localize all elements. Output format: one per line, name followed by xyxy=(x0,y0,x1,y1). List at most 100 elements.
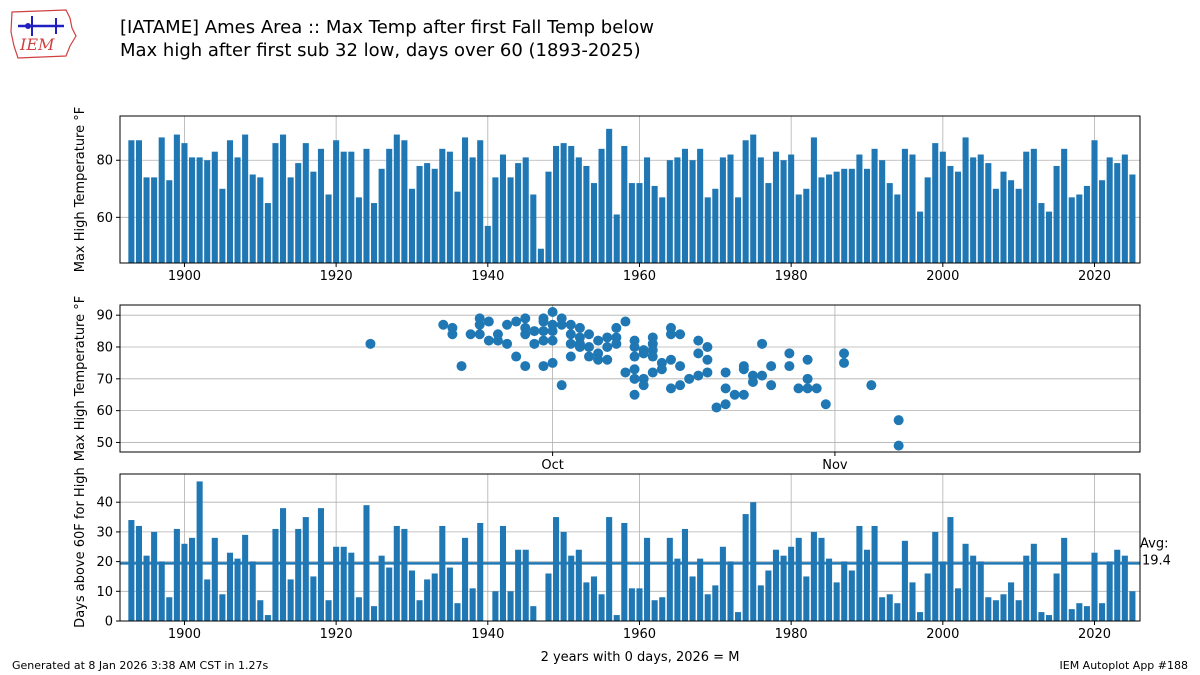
max-high-bar xyxy=(795,194,802,263)
days-above-bar xyxy=(492,591,499,621)
max-high-bar xyxy=(719,157,726,263)
max-high-bar xyxy=(1076,194,1083,263)
max-high-bar xyxy=(378,168,385,263)
date-scatter-x-tick-label: Nov xyxy=(822,458,848,473)
max-high-bar xyxy=(735,197,742,263)
days-above-bar xyxy=(1053,573,1060,621)
max-high-bar xyxy=(727,154,734,263)
date-scatter-point xyxy=(529,326,540,337)
days-above-bar xyxy=(553,517,560,621)
max-high-bar xyxy=(1083,185,1090,263)
days-above-bar xyxy=(128,520,135,621)
days-above-frame xyxy=(119,473,1141,622)
days-above-bar xyxy=(462,537,469,621)
max-high-bar xyxy=(492,177,499,263)
days-above-bar xyxy=(1008,582,1015,621)
days-above-bar xyxy=(742,514,749,621)
days-above-bar xyxy=(530,606,537,621)
date-scatter-point xyxy=(547,357,558,368)
days-above-bar xyxy=(735,612,742,621)
date-scatter-point xyxy=(720,367,731,378)
max-high-bar xyxy=(788,154,795,263)
max-high-bar xyxy=(151,177,158,263)
days-above-bar xyxy=(1114,549,1121,621)
date-scatter-point xyxy=(729,389,740,400)
date-scatter-point xyxy=(629,364,640,375)
max-high-bar xyxy=(325,194,332,263)
max-high-bar xyxy=(848,168,855,263)
days-above-bar xyxy=(424,579,431,621)
logo-text: IEM xyxy=(19,35,55,54)
days-above-bar xyxy=(772,549,780,621)
max-high-bar xyxy=(553,145,560,263)
max-high-x-tick-label: 1940 xyxy=(471,269,504,284)
days-above-bar xyxy=(211,537,218,621)
days-above-bar xyxy=(621,523,628,621)
max-high-bar xyxy=(477,140,484,263)
days-above-bar xyxy=(697,558,704,621)
days-above-bar xyxy=(264,615,271,621)
date-scatter-point xyxy=(793,383,804,394)
days-above-bar xyxy=(833,582,840,621)
max-high-bar xyxy=(803,188,810,263)
days-above-bar xyxy=(1030,543,1037,621)
days-above-bar xyxy=(894,603,901,621)
date-scatter-point xyxy=(520,361,531,372)
date-scatter-point xyxy=(520,322,531,333)
max-high-bar xyxy=(537,248,544,263)
date-scatter-point xyxy=(802,373,813,384)
max-high-x-tick-label: 2000 xyxy=(926,269,959,284)
days-above-bar xyxy=(932,531,939,621)
date-scatter-point xyxy=(565,319,576,330)
days-above-y-tick-label: 10 xyxy=(96,585,113,600)
max-high-bar xyxy=(583,165,590,263)
date-scatter-point xyxy=(565,338,576,349)
max-high-bar xyxy=(393,134,400,263)
days-above-bar xyxy=(378,555,385,621)
max-high-bar xyxy=(575,157,582,263)
max-high-bar xyxy=(674,157,681,263)
date-scatter-point xyxy=(547,335,558,346)
date-scatter-point xyxy=(483,335,494,346)
date-scatter-point xyxy=(565,329,576,340)
date-scatter-point xyxy=(502,338,513,349)
max-high-bar xyxy=(636,183,643,263)
date-scatter-y-tick-label: 70 xyxy=(96,372,113,387)
date-scatter-point xyxy=(675,361,686,372)
date-scatter-point xyxy=(784,361,795,372)
date-scatter-point xyxy=(738,389,749,400)
date-scatter-x-tick-label: Oct xyxy=(541,458,563,473)
date-scatter-point xyxy=(711,402,722,413)
generated-timestamp: Generated at 8 Jan 2026 3:38 AM CST in 1… xyxy=(12,659,269,672)
max-high-bar xyxy=(901,148,908,263)
max-high-bar xyxy=(166,180,173,263)
date-scatter-point xyxy=(565,351,576,362)
max-high-bar xyxy=(545,171,552,263)
date-scatter-point xyxy=(866,380,877,391)
days-above-bar xyxy=(689,576,696,621)
days-above-bar xyxy=(310,576,317,621)
days-above-bar xyxy=(454,603,461,621)
days-above-bar xyxy=(1099,603,1106,621)
days-above-bar xyxy=(1091,552,1098,621)
days-above-bar xyxy=(439,525,446,621)
max-high-bar xyxy=(446,151,453,263)
max-high-bar xyxy=(606,128,613,263)
days-above-bar xyxy=(446,567,453,621)
days-above-bar xyxy=(325,600,332,621)
date-scatter-point xyxy=(602,342,613,352)
max-high-bar xyxy=(962,137,969,263)
max-high-bar xyxy=(742,140,749,263)
date-scatter-point xyxy=(684,373,695,384)
days-above-bar xyxy=(841,561,848,621)
max-high-bar xyxy=(317,148,324,263)
date-scatter-point xyxy=(702,367,713,378)
days-above-bar xyxy=(644,537,651,621)
days-above-bar xyxy=(659,597,666,621)
date-scatter-point xyxy=(802,383,813,394)
date-scatter-point xyxy=(474,313,485,324)
days-above-x-tick-label: 1960 xyxy=(623,627,656,642)
max-high-x-tick-label: 1920 xyxy=(320,269,353,284)
date-scatter-point xyxy=(702,354,713,365)
